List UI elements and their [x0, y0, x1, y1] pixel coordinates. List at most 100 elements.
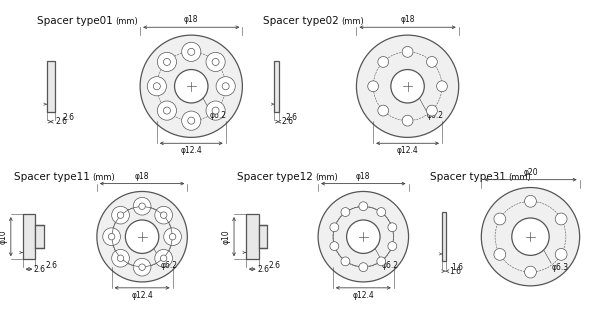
Circle shape: [378, 105, 389, 116]
Circle shape: [222, 83, 229, 90]
Circle shape: [524, 196, 536, 207]
Text: φ6.2: φ6.2: [210, 111, 227, 120]
Circle shape: [140, 35, 242, 137]
Text: φ6.3: φ6.3: [551, 263, 568, 272]
Circle shape: [97, 191, 187, 282]
Text: φ18: φ18: [135, 172, 149, 181]
Circle shape: [378, 57, 389, 67]
Circle shape: [368, 81, 379, 92]
Text: 2.6: 2.6: [46, 261, 58, 270]
Circle shape: [494, 249, 506, 260]
Circle shape: [427, 57, 437, 67]
Circle shape: [391, 69, 424, 103]
Circle shape: [175, 69, 208, 103]
Circle shape: [388, 223, 397, 232]
Text: (mm): (mm): [508, 172, 531, 182]
Circle shape: [512, 218, 549, 255]
Text: Spacer type31: Spacer type31: [430, 172, 506, 182]
Text: Spacer type12: Spacer type12: [238, 172, 313, 182]
Circle shape: [524, 266, 536, 278]
Text: φ18: φ18: [356, 172, 371, 181]
Circle shape: [377, 208, 386, 216]
Circle shape: [169, 234, 176, 240]
Circle shape: [164, 228, 181, 245]
Circle shape: [555, 249, 567, 260]
Circle shape: [206, 101, 225, 120]
Text: φ20: φ20: [523, 168, 538, 177]
Circle shape: [139, 264, 145, 270]
Circle shape: [112, 249, 130, 267]
Text: 2.6: 2.6: [34, 265, 46, 274]
Circle shape: [157, 52, 176, 71]
Circle shape: [377, 257, 386, 266]
Circle shape: [157, 101, 176, 120]
Circle shape: [117, 212, 124, 218]
Circle shape: [155, 249, 172, 267]
Bar: [35, 225, 44, 249]
Text: 2.6: 2.6: [269, 261, 281, 270]
Circle shape: [147, 77, 166, 96]
Circle shape: [359, 202, 368, 211]
Circle shape: [160, 212, 167, 218]
Circle shape: [206, 52, 225, 71]
Circle shape: [555, 213, 567, 225]
Text: φ12.4: φ12.4: [352, 291, 374, 300]
Text: φ18: φ18: [184, 15, 199, 24]
Text: 2.6: 2.6: [56, 117, 68, 126]
Circle shape: [427, 105, 437, 116]
Circle shape: [330, 242, 339, 251]
Text: φ10: φ10: [222, 229, 231, 244]
Text: 2.6: 2.6: [62, 113, 74, 122]
Circle shape: [330, 223, 339, 232]
Text: (mm): (mm): [341, 17, 364, 26]
Circle shape: [182, 42, 201, 61]
Text: φ12.4: φ12.4: [181, 146, 202, 155]
Circle shape: [163, 59, 170, 65]
Bar: [23, 214, 35, 259]
Text: 2.6: 2.6: [257, 265, 269, 274]
Circle shape: [341, 208, 350, 216]
Circle shape: [212, 59, 219, 65]
Circle shape: [359, 263, 368, 272]
Circle shape: [133, 258, 151, 276]
Bar: [442, 212, 446, 261]
Text: 1.6: 1.6: [449, 267, 461, 276]
Text: φ12.4: φ12.4: [397, 146, 418, 155]
Circle shape: [117, 255, 124, 261]
Text: φ6.2: φ6.2: [161, 261, 178, 270]
Text: Spacer type02: Spacer type02: [263, 16, 339, 26]
Circle shape: [154, 83, 160, 90]
Circle shape: [481, 188, 580, 286]
Text: φ18: φ18: [400, 15, 415, 24]
Circle shape: [125, 220, 159, 253]
Circle shape: [133, 197, 151, 215]
Text: (mm): (mm): [316, 172, 338, 182]
Circle shape: [163, 107, 170, 114]
Circle shape: [188, 48, 195, 55]
Text: 1.6: 1.6: [451, 263, 463, 272]
Text: Spacer type01: Spacer type01: [37, 16, 113, 26]
Circle shape: [212, 107, 219, 114]
Text: φ6.2: φ6.2: [382, 261, 399, 270]
Text: 2.6: 2.6: [282, 117, 294, 126]
Text: 2.6: 2.6: [286, 113, 298, 122]
Text: (mm): (mm): [92, 172, 115, 182]
Circle shape: [356, 35, 458, 137]
Circle shape: [402, 115, 413, 126]
Text: Spacer type11: Spacer type11: [14, 172, 90, 182]
Circle shape: [109, 234, 115, 240]
Circle shape: [494, 213, 506, 225]
Circle shape: [437, 81, 448, 92]
Text: φ10: φ10: [0, 229, 8, 244]
Circle shape: [402, 46, 413, 57]
Bar: [246, 214, 259, 259]
Circle shape: [347, 220, 380, 253]
Circle shape: [341, 257, 350, 266]
Bar: [259, 225, 268, 249]
Circle shape: [216, 77, 235, 96]
Circle shape: [318, 191, 409, 282]
Bar: [47, 61, 55, 112]
Circle shape: [103, 228, 121, 245]
Circle shape: [139, 203, 145, 210]
Text: φ12.4: φ12.4: [131, 291, 153, 300]
